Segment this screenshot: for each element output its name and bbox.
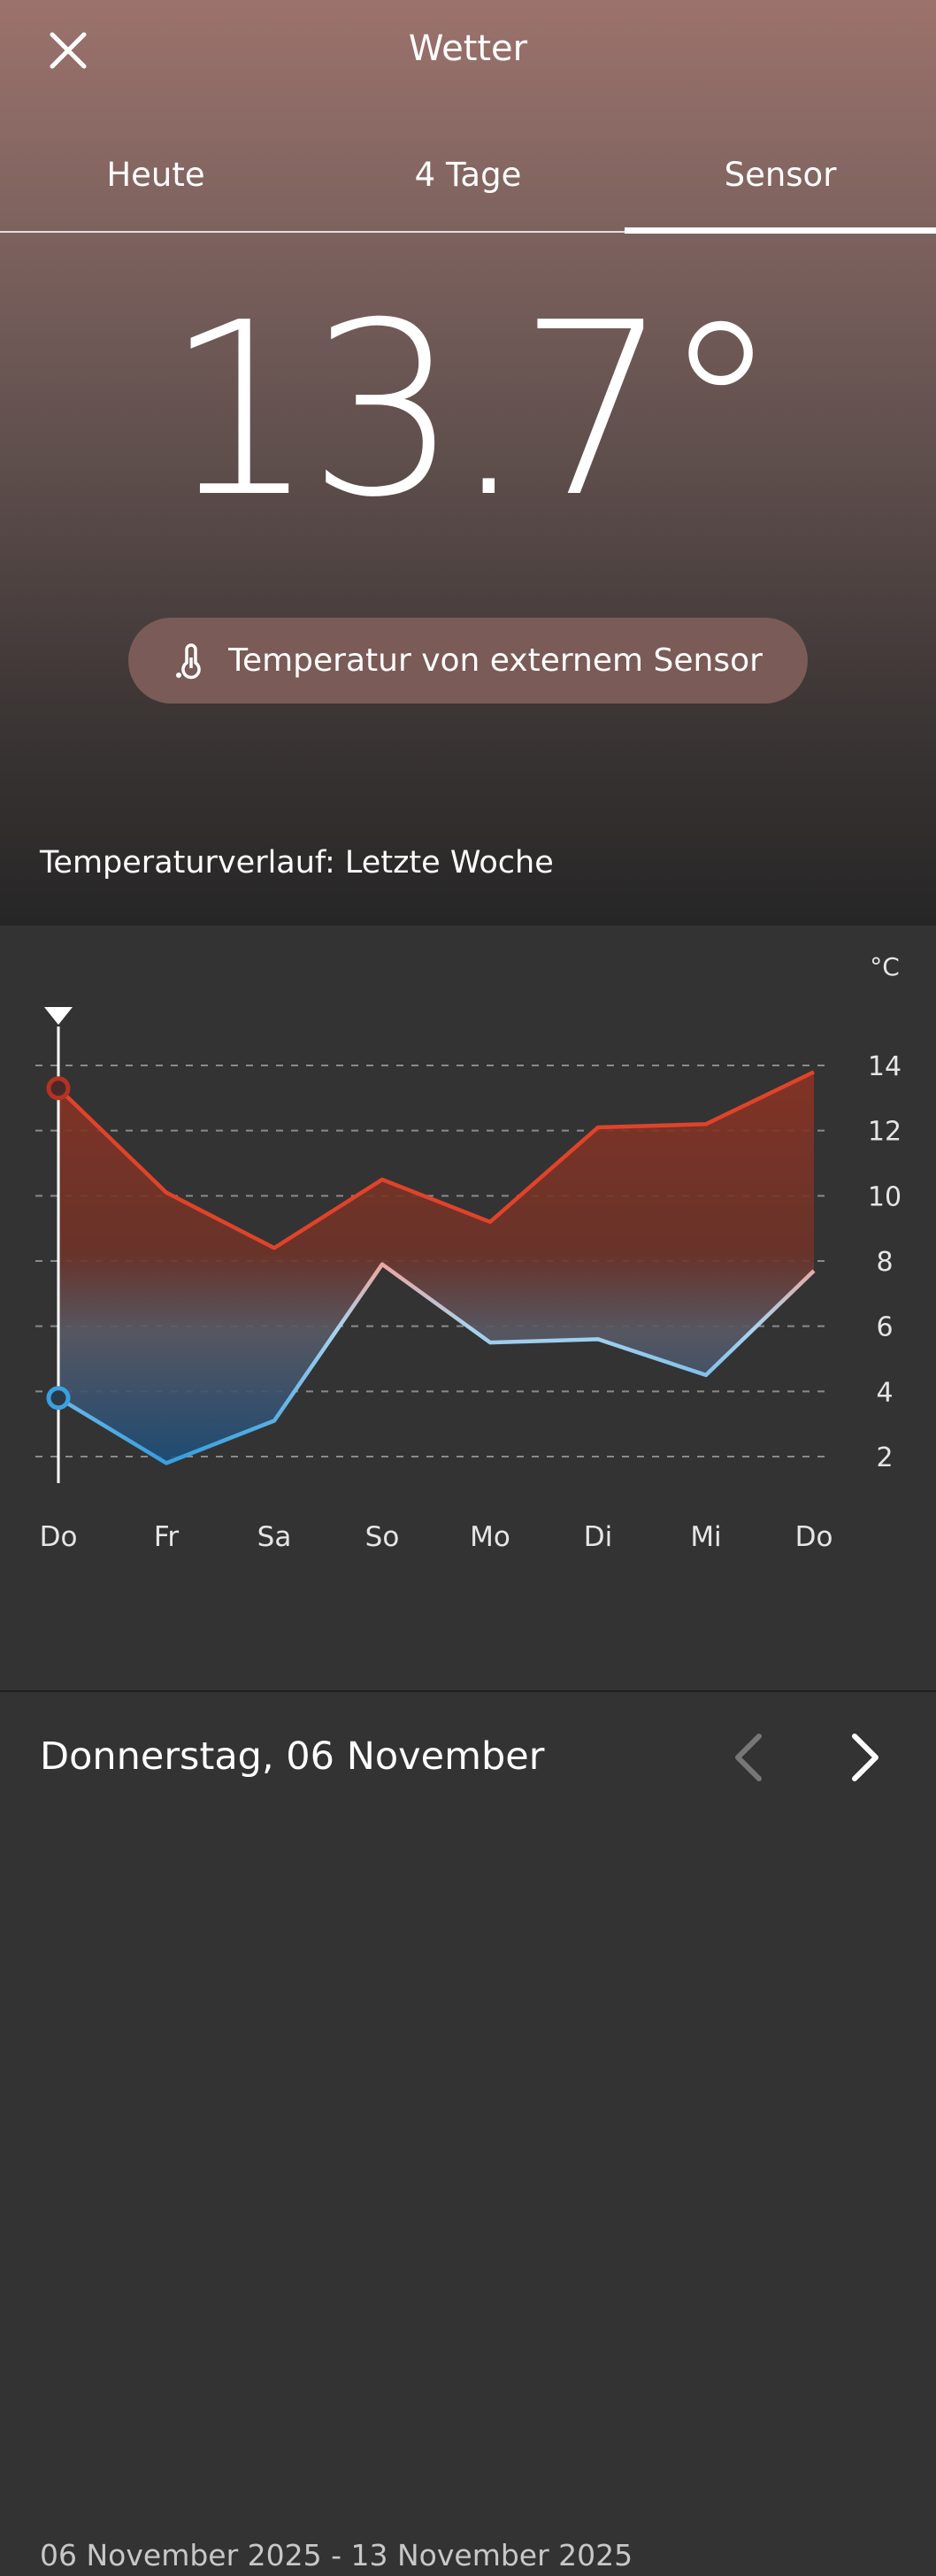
page-title: Wetter bbox=[408, 28, 528, 69]
day-cursor-marker bbox=[44, 1007, 73, 1025]
tab-4-tage[interactable]: 4 Tage bbox=[414, 156, 522, 194]
history-title: Temperaturverlauf: Letzte Woche bbox=[40, 845, 554, 880]
chart-svg: 2 4 6 8 10 12 14 °C Do Fr Sa So Mo Di Mi Do bbox=[35, 952, 901, 1553]
y-tick-label: 10 bbox=[868, 1181, 901, 1212]
tabs-divider bbox=[0, 231, 936, 233]
selected-max-point bbox=[46, 1076, 71, 1101]
sensor-source-label: Temperatur von externem Sensor bbox=[228, 642, 763, 679]
thermometer-icon bbox=[176, 642, 201, 679]
active-tab-indicator bbox=[625, 227, 936, 234]
day-navigation-bar: Donnerstag, 06 November bbox=[0, 1690, 936, 1814]
x-tick-label: Sa bbox=[257, 1521, 292, 1553]
next-day-button[interactable] bbox=[832, 1722, 902, 1793]
y-unit-label: °C bbox=[870, 952, 900, 981]
chevron-left-icon bbox=[735, 1734, 762, 1781]
x-tick-label: Fr bbox=[154, 1521, 180, 1553]
x-tick-label: Di bbox=[584, 1521, 612, 1553]
tab-sensor[interactable]: Sensor bbox=[724, 156, 837, 194]
y-tick-label: 8 bbox=[876, 1247, 893, 1278]
x-tick-label: Mi bbox=[690, 1521, 721, 1553]
y-tick-label: 4 bbox=[876, 1377, 893, 1408]
x-tick-label: Mo bbox=[470, 1521, 510, 1553]
y-tick-label: 14 bbox=[868, 1051, 901, 1082]
temperature-history-chart: 2 4 6 8 10 12 14 °C Do Fr Sa So Mo Di Mi Do 06 November… bbox=[0, 926, 936, 2572]
selected-day-label: Donnerstag, 06 November bbox=[40, 1734, 545, 1779]
chevron-right-icon bbox=[852, 1734, 878, 1781]
sensor-source-badge: Temperatur von externem Sensor bbox=[128, 618, 808, 704]
y-tick-label: 2 bbox=[876, 1442, 893, 1473]
date-range: 06 November 2025 - 13 November 2025 bbox=[40, 2538, 633, 2572]
max-temperature-line bbox=[57, 1070, 815, 1250]
previous-day-button[interactable] bbox=[715, 1722, 786, 1793]
x-tick-label: So bbox=[365, 1521, 400, 1553]
y-tick-label: 6 bbox=[876, 1312, 893, 1343]
close-button[interactable] bbox=[35, 18, 101, 83]
temperature-range-area bbox=[58, 1072, 814, 1464]
y-tick-label: 12 bbox=[868, 1117, 901, 1148]
selected-min-point bbox=[46, 1386, 71, 1411]
current-temperature: 13.7° bbox=[164, 271, 780, 550]
x-tick-label: Do bbox=[40, 1521, 78, 1553]
min-temperature-line bbox=[57, 1262, 816, 1465]
weather-header-panel: Wetter Heute 4 Tage Sensor 13.7° Tempera… bbox=[0, 0, 936, 926]
close-icon bbox=[50, 32, 87, 69]
tab-heute[interactable]: Heute bbox=[106, 156, 205, 194]
x-tick-label: Do bbox=[795, 1521, 833, 1553]
